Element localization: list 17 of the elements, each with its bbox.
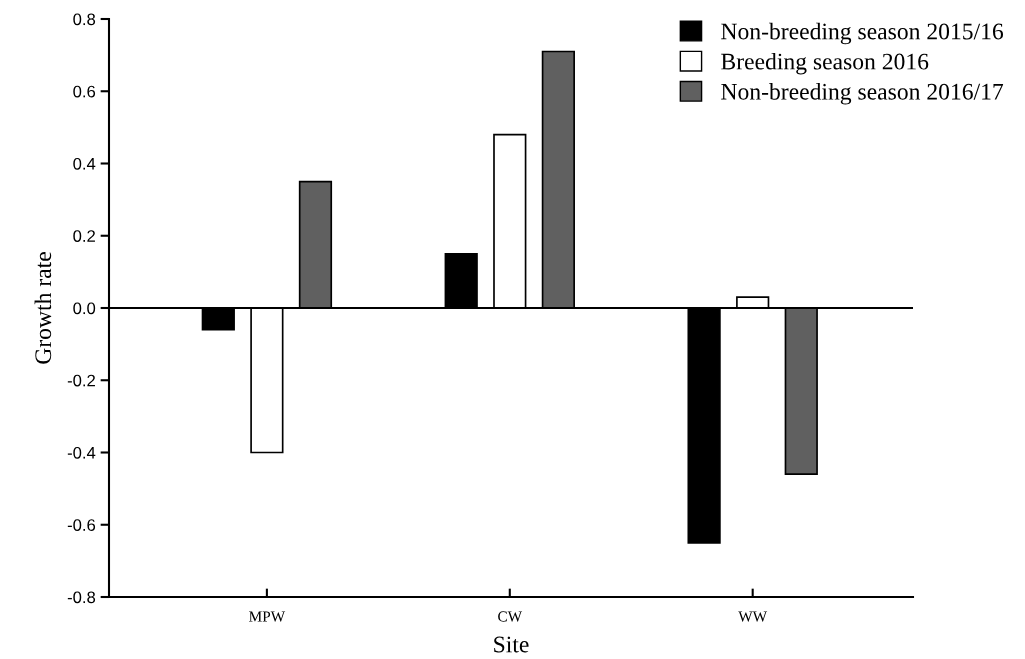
y-tick-label: 0.4 [73,157,96,170]
y-tick-label: -0.2 [67,374,95,387]
y-tick-label: 0.6 [73,85,96,98]
y-tick-label: 0.2 [73,230,95,242]
x-tick-label: WW [738,611,768,622]
x-tick-label: MPW [249,611,286,622]
y-tick-label: -0.6 [67,519,96,531]
y-tick-label: 0.8 [73,13,96,26]
y-tick-label: -0.4 [67,446,96,459]
x-tick-label: CW [498,611,523,622]
legend-label: Non-breeding season 2015/16 [721,22,1004,45]
legend-label: Non-breeding season 2016/17 [721,83,1004,105]
x-axis-title: Site [494,636,529,653]
y-tick-label: -0.8 [67,591,96,604]
legend-label: Breeding season 2016 [721,52,929,75]
y-axis-title: Growth rate [34,252,52,364]
y-tick-label: 0.0 [73,302,96,315]
